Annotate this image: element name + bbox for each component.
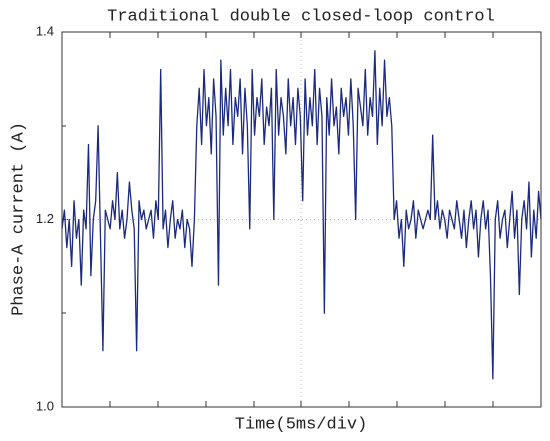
y-tick-label: 1.2 bbox=[36, 211, 54, 226]
y-tick-label: 1.0 bbox=[36, 398, 54, 413]
plot-frame bbox=[61, 31, 542, 408]
chart-title: Traditional double closed-loop control bbox=[107, 7, 495, 26]
line-series bbox=[61, 50, 542, 380]
x-ticks bbox=[62, 32, 494, 407]
x-axis-label: Time(5ms/div) bbox=[235, 415, 368, 434]
y-axis-label: Phase-A current (A) bbox=[9, 122, 28, 316]
y-tick-label: 1.4 bbox=[36, 23, 54, 38]
